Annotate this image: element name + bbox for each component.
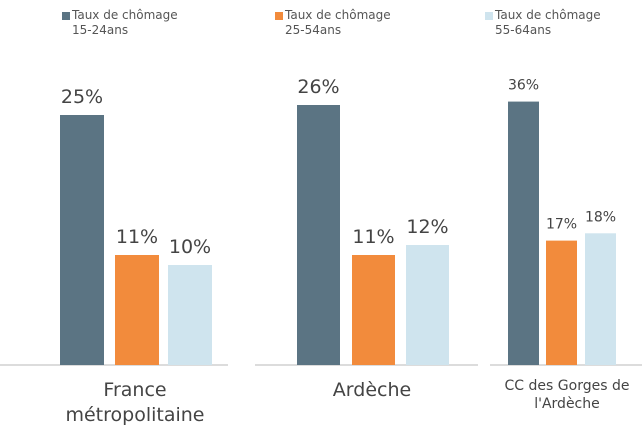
category-label-line: l'Ardèche bbox=[534, 396, 600, 412]
value-label: 17% bbox=[546, 217, 577, 233]
bar bbox=[508, 101, 539, 366]
bar bbox=[352, 255, 395, 365]
bar bbox=[585, 233, 616, 365]
bar bbox=[406, 245, 449, 365]
category-label-line: CC des Gorges de bbox=[505, 378, 630, 394]
category-label-line: métropolitaine bbox=[65, 404, 204, 426]
category-label: CC des Gorges de l'Ardèche bbox=[505, 378, 630, 412]
bar bbox=[168, 265, 212, 365]
bar bbox=[115, 255, 159, 365]
bar bbox=[297, 105, 340, 365]
legend-label: Taux de chômage 15-24ans bbox=[72, 8, 178, 37]
value-label: 36% bbox=[508, 78, 539, 94]
value-label: 10% bbox=[169, 236, 211, 258]
legend-label: Taux de chômage 55-64ans bbox=[495, 8, 601, 37]
value-label: 11% bbox=[116, 226, 158, 248]
value-label: 12% bbox=[406, 216, 448, 238]
bar bbox=[546, 240, 577, 365]
value-label: 25% bbox=[61, 86, 103, 108]
legend-entry: Taux de chômage 15-24ans bbox=[62, 8, 178, 38]
legend-entry: Taux de chômage 55-64ans bbox=[485, 8, 601, 38]
legend-swatch bbox=[275, 12, 283, 20]
value-label: 26% bbox=[297, 76, 339, 98]
value-label: 11% bbox=[352, 226, 394, 248]
legend-label: Taux de chômage 25-54ans bbox=[285, 8, 391, 37]
legend-swatch bbox=[485, 12, 493, 20]
category-label-line: France bbox=[103, 379, 166, 401]
category-label: Ardèche bbox=[333, 379, 411, 401]
legend-swatch bbox=[62, 12, 70, 20]
value-label: 18% bbox=[585, 209, 616, 225]
category-label: France métropolitaine bbox=[65, 379, 204, 426]
legend-entry: Taux de chômage 25-54ans bbox=[275, 8, 391, 38]
bar bbox=[60, 115, 104, 365]
category-label-line: Ardèche bbox=[333, 379, 411, 401]
